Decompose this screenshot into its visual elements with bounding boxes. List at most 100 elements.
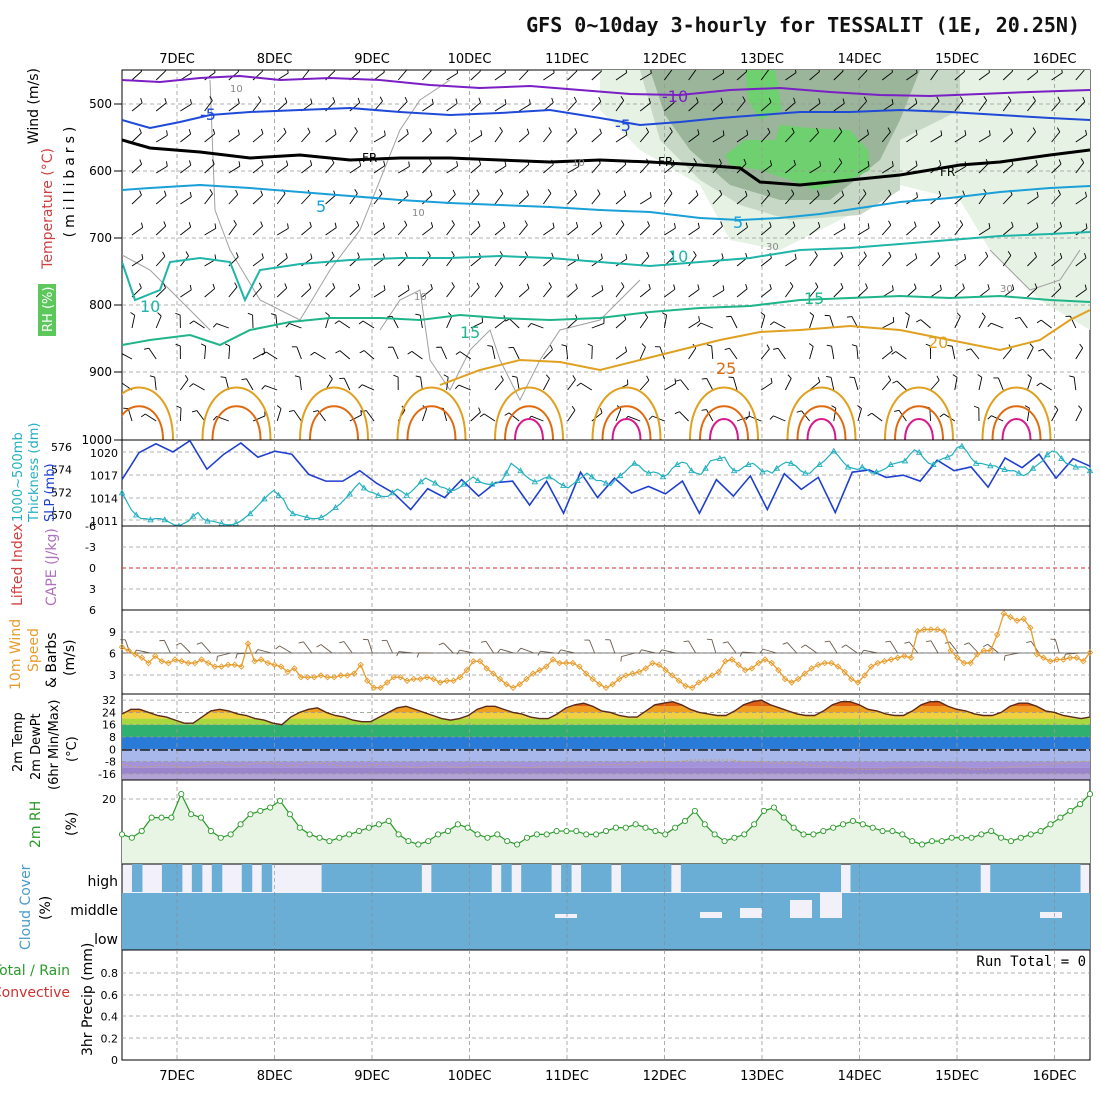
wind-barb (446, 165, 458, 174)
wind-barb (180, 226, 191, 236)
wind-barb-flag (977, 374, 983, 378)
wind-barb-flag (163, 221, 167, 227)
wind-barb-flag (959, 96, 964, 102)
wind-barb (422, 288, 433, 298)
wind-barb-flag (480, 130, 483, 136)
contour-label-plus25: 25 (716, 359, 736, 378)
rh2m-marker (1007, 838, 1015, 845)
date-tick-bottom: 12DEC (643, 1069, 687, 1084)
surface-wind-barb-flag (496, 648, 501, 654)
wind-barb (688, 70, 697, 81)
wind-barb-flag (867, 161, 870, 167)
wind-barb (228, 103, 240, 112)
wind-barb (688, 133, 700, 143)
wind-barb (180, 164, 192, 174)
wind-barb (1051, 257, 1063, 267)
wind-barb-flag (504, 99, 507, 105)
wind-speed-marker (1086, 649, 1094, 656)
wind-barb-flag (648, 283, 651, 290)
wind-barb-flag (952, 374, 958, 378)
cloud-high-cell (581, 864, 592, 892)
rh2m-marker (1067, 807, 1074, 814)
wind-speed-marker (244, 640, 252, 647)
wind-barb-flag (722, 285, 725, 291)
thickness-marker (403, 491, 410, 498)
wind-barb (857, 255, 867, 267)
wind-speed-marker (1073, 654, 1080, 661)
wind-barb (760, 70, 770, 81)
wind-barb (276, 102, 288, 112)
wind-barb-flag (165, 161, 168, 167)
wind-barb-flag (260, 190, 264, 196)
wind-barb-flag (164, 97, 167, 103)
surface-wind-barb (641, 649, 656, 654)
wind-barb-flag (406, 128, 409, 134)
rh2m-marker (306, 831, 313, 838)
wind-barb (639, 225, 650, 236)
wind-speed-marker (848, 675, 855, 683)
wind-barb-flag (925, 343, 931, 347)
wind-barb-flag (527, 323, 532, 328)
cloud-high-cell (471, 864, 482, 892)
wind-barb (906, 226, 917, 236)
wind-barb (543, 72, 555, 81)
wind-barb-flag (865, 283, 868, 289)
wind-barb (712, 134, 725, 143)
li-tick-label: -6 (85, 520, 96, 533)
wind-barb (228, 224, 237, 236)
wind-barb-flag (987, 284, 990, 290)
wind-barb-flag (693, 158, 697, 163)
wind-speed-marker (543, 663, 550, 670)
wind-barb (363, 350, 375, 360)
surface-wind-barb (540, 650, 555, 654)
wind-tick-label: 6 (109, 648, 116, 661)
wind-barb-flag (1058, 283, 1062, 289)
temp-band (122, 718, 1090, 725)
wind-speed-marker (669, 672, 676, 679)
wind-barb-flag (551, 252, 554, 258)
wind-barb (785, 164, 796, 174)
wind-barb (422, 103, 434, 112)
wind-barb (639, 288, 651, 298)
wind-barb (659, 346, 665, 360)
wind-barb (1002, 132, 1013, 143)
surface-wind-barb (968, 642, 979, 654)
wind-barb-flag (916, 70, 918, 73)
wind-barb-flag (270, 313, 277, 316)
wind-barb-flag (600, 70, 602, 72)
cloud-high-cell (451, 864, 462, 892)
wind-barb-flag (307, 127, 311, 133)
wind-barb (785, 286, 794, 298)
slp-tick-label: 1017 (90, 470, 118, 483)
wind-speed-marker (735, 661, 742, 669)
cloud-high-cell (780, 864, 792, 892)
wind-barb (325, 162, 335, 174)
rh2m-marker (296, 824, 303, 831)
wind-tick-label: 9 (109, 626, 116, 639)
surface-wind-barb (367, 639, 373, 654)
wind-barb-flag (287, 70, 289, 74)
wind-barb-flag (722, 70, 725, 74)
temp-tick-label: 32 (102, 694, 116, 707)
wind-barb (1026, 377, 1032, 391)
wind-barb (314, 351, 326, 360)
surface-wind-barb (829, 640, 838, 654)
wind-barb-flag (760, 312, 766, 316)
wind-speed-marker (954, 654, 961, 661)
surface-wind-barb-flag (759, 648, 764, 654)
thickness-marker (773, 464, 781, 471)
contour-label-rh30b: 30 (1000, 284, 1013, 295)
wind-barb-flag (406, 190, 409, 196)
wind-barb (777, 347, 786, 360)
thickness-marker (972, 459, 980, 466)
thickness-marker (446, 486, 453, 493)
wind-barb (204, 346, 207, 360)
cloud-high-cell (341, 864, 353, 892)
wind-barb-flag (816, 190, 820, 196)
cloud-middle-gap (740, 908, 762, 918)
surface-wind-barb-flag (396, 651, 400, 657)
wind-barb (180, 379, 189, 391)
wind-barb (1027, 100, 1036, 112)
wind-barb-flag (117, 353, 121, 356)
surface-wind-barb (303, 641, 313, 654)
